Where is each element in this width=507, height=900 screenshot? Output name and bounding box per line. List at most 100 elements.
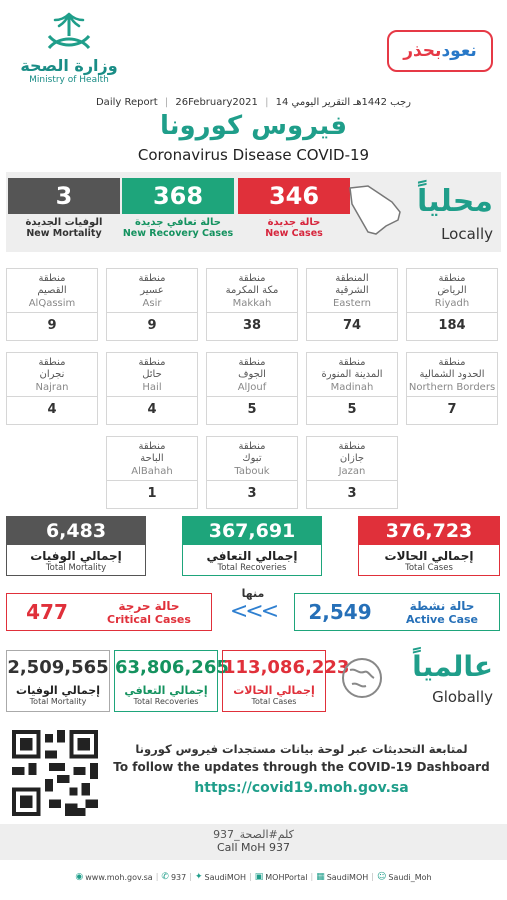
region-name-en: AlBahah bbox=[107, 465, 197, 481]
global-recoveries-value: 63,806,265 bbox=[115, 657, 229, 678]
region-name-en: Eastern bbox=[307, 297, 397, 313]
greg-date: 26February2021 bbox=[175, 97, 258, 108]
campaign-logo: بحذر نعود bbox=[387, 30, 493, 72]
arrows-left-icon: <<< bbox=[229, 599, 279, 624]
active-cases-label: حالة نشطة Active Case bbox=[385, 599, 499, 626]
footer-phone[interactable]: ✆ 937 bbox=[161, 872, 186, 882]
facebook-icon: ▦ bbox=[316, 872, 325, 882]
snapchat-icon: ☺ bbox=[376, 872, 387, 882]
footer-twitter[interactable]: ✦ SaudiMOH bbox=[195, 872, 246, 882]
region-card-alqassim: منطقة القصيم AlQassim 9 bbox=[6, 268, 98, 341]
global-cases-box: 113,086,223 إجمالي الحالات Total Cases bbox=[222, 650, 350, 712]
region-name-en: Madinah bbox=[307, 381, 397, 397]
total-cases-box: 376,723 إجمالي الحالات Total Cases bbox=[358, 516, 500, 576]
new-recovery-label-en: New Recovery Cases bbox=[122, 228, 234, 239]
total-mortality-label-en: Total Mortality bbox=[45, 563, 107, 573]
region-card-aljouf: منطقة الجوف AlJouf 5 bbox=[206, 352, 298, 425]
region-card-riyadh: منطقة الرياض Riyadh 184 bbox=[406, 268, 498, 341]
saudi-map-icon bbox=[349, 185, 401, 235]
region-name-ar: حائل bbox=[142, 369, 162, 380]
of-which-indicator: منها <<< bbox=[228, 587, 279, 624]
critical-cases-value: 477 bbox=[26, 600, 68, 624]
footer-phone-text: 937 bbox=[170, 872, 187, 882]
globe-icon bbox=[342, 658, 382, 698]
critical-cases-label-en: Critical Cases bbox=[107, 612, 191, 626]
region-prefix: منطقة bbox=[38, 357, 66, 368]
total-recoveries-value: 367,691 bbox=[183, 517, 321, 545]
active-cases-box: 2,549 حالة نشطة Active Case bbox=[294, 593, 500, 631]
region-prefix: منطقة bbox=[138, 441, 166, 452]
moh-name-ar: وزارة الصحة bbox=[20, 56, 118, 75]
region-name-ar: جازان bbox=[339, 453, 365, 464]
global-mortality-value: 2,509,565 bbox=[7, 657, 109, 678]
palm-swords-icon bbox=[47, 12, 91, 50]
footer-twitter-text: SaudiMOH bbox=[204, 872, 247, 882]
dashboard-text-ar: لمتابعة التحديثات عبر لوحة بيانات مستجدا… bbox=[135, 742, 468, 756]
total-cases-value: 376,723 bbox=[359, 517, 499, 545]
new-cases-value: 346 bbox=[238, 178, 350, 214]
region-name-en: Najran bbox=[7, 381, 97, 397]
global-cases-label-en: Total Cases bbox=[251, 697, 297, 706]
global-label-ar: عالمياً bbox=[412, 650, 493, 683]
footer-facebook[interactable]: ▦ SaudiMOH bbox=[316, 872, 368, 882]
local-label-en: Locally bbox=[441, 225, 493, 243]
global-mortality-label-en: Total Mortality bbox=[29, 697, 87, 706]
new-mortality-label-en: New Mortality bbox=[26, 228, 102, 239]
local-label-ar: محلياً bbox=[417, 184, 493, 219]
region-name-ar: المدينة المنورة bbox=[321, 369, 383, 380]
region-name-en: Jazan bbox=[307, 465, 397, 481]
region-value: 5 bbox=[347, 402, 357, 417]
moh-logo: وزارة الصحة Ministry of Health bbox=[14, 10, 124, 90]
footer-portal-text: MOHPortal bbox=[265, 872, 308, 882]
footer-website[interactable]: ◉ www.moh.gov.sa bbox=[75, 872, 152, 882]
region-card-jazan: منطقة جازان Jazan 3 bbox=[306, 436, 398, 509]
region-prefix: منطقة bbox=[238, 357, 266, 368]
region-name-ar: مكة المكرمة bbox=[225, 285, 279, 296]
new-recovery-label-ar: حالة تعافي جديدة bbox=[135, 217, 221, 228]
call-hashtag-ar: كلم#الصحة_937 bbox=[213, 828, 294, 841]
region-name-en: Hail bbox=[107, 381, 197, 397]
region-card-asir: منطقة عسير Asir 9 bbox=[106, 268, 198, 341]
active-cases-label-en: Active Case bbox=[405, 612, 479, 626]
dashboard-text-en: To follow the updates through the COVID-… bbox=[113, 760, 490, 774]
region-value: 7 bbox=[447, 402, 457, 417]
title-ar: فيروس كورونا bbox=[160, 111, 347, 141]
region-prefix: منطقة bbox=[338, 441, 366, 452]
region-name-ar: نجران bbox=[39, 369, 65, 380]
region-name-ar: تبوك bbox=[242, 453, 262, 464]
global-cases-value: 113,086,223 bbox=[223, 657, 350, 678]
total-recoveries-box: 367,691 إجمالي التعافي Total Recoveries bbox=[182, 516, 322, 576]
region-prefix: منطقة bbox=[438, 357, 466, 368]
of-which-label: منها bbox=[241, 587, 265, 600]
footer-contacts: ◉ www.moh.gov.sa | ✆ 937 | ✦ SaudiMOH | ▣ MO… bbox=[75, 872, 432, 882]
footer-snapchat[interactable]: ☺ Saudi_Moh bbox=[377, 872, 432, 882]
report-line: Daily Report | 26February2021 | 14 رجب 1… bbox=[95, 97, 411, 108]
footer-portal[interactable]: ▣ MOHPortal bbox=[255, 872, 308, 882]
footer-facebook-text: SaudiMOH bbox=[326, 872, 369, 882]
campaign-part2: بحذر bbox=[403, 41, 442, 61]
global-recoveries-box: 63,806,265 إجمالي التعافي Total Recoveri… bbox=[114, 650, 229, 712]
call-text-en: Call MoH 937 bbox=[216, 841, 290, 854]
region-prefix: منطقة bbox=[138, 273, 166, 284]
region-card-tabouk: منطقة تبوك Tabouk 3 bbox=[206, 436, 298, 509]
moh-name-en: Ministry of Health bbox=[29, 75, 109, 85]
region-name-en: AlQassim bbox=[7, 297, 97, 313]
report-label-en: Daily Report bbox=[95, 97, 158, 108]
region-name-ar: القصيم bbox=[37, 285, 67, 296]
active-cases-label-ar: حالة نشطة bbox=[409, 598, 475, 613]
global-mortality-label-ar: إجمالي الوفيات bbox=[16, 684, 100, 697]
region-prefix: المنطقة bbox=[335, 273, 369, 284]
total-recoveries-label-en: Total Recoveries bbox=[217, 563, 287, 573]
region-prefix: منطقة bbox=[238, 273, 266, 284]
dashboard-link[interactable]: https://covid19.moh.gov.sa bbox=[194, 780, 409, 796]
global-recoveries-label-en: Total Recoveries bbox=[133, 697, 199, 706]
qr-code-icon[interactable] bbox=[12, 730, 98, 816]
total-cases-label-ar: إجمالي الحالات bbox=[384, 549, 474, 563]
region-value: 1 bbox=[147, 486, 157, 501]
region-prefix: منطقة bbox=[338, 357, 366, 368]
region-card-northern-borders: منطقة الحدود الشمالية Northern Borders 7 bbox=[406, 352, 498, 425]
region-name-ar: عسير bbox=[140, 285, 164, 296]
region-value: 38 bbox=[242, 318, 262, 333]
critical-cases-label-ar: حالة حرجة bbox=[118, 598, 180, 613]
critical-cases-label: حالة حرجة Critical Cases bbox=[87, 599, 211, 626]
